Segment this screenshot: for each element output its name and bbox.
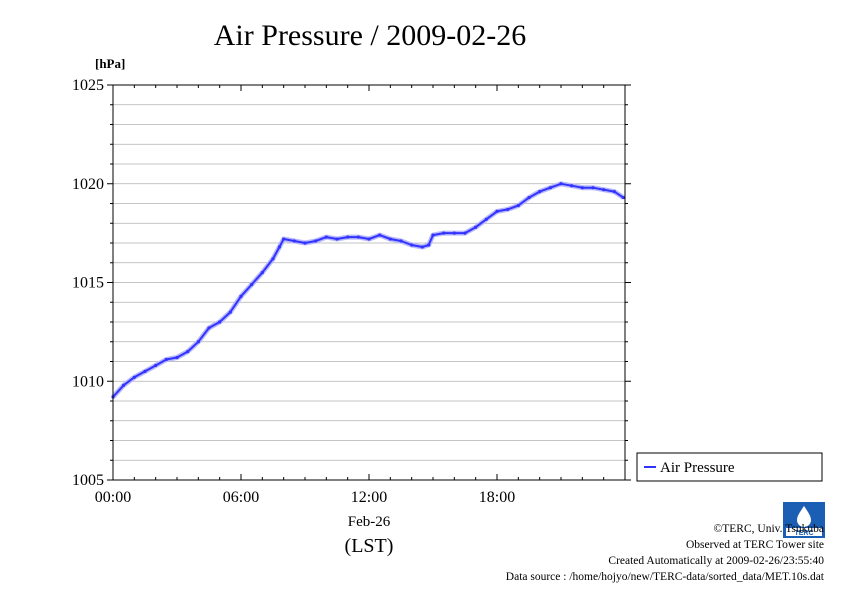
series-layer xyxy=(111,181,625,399)
y-tick-label: 1015 xyxy=(72,275,104,292)
footer-observed: Observed at TERC Tower site xyxy=(685,539,824,551)
data-point xyxy=(612,190,616,194)
x-axis-ticks: 00:00 06:00 12:00 18:00 xyxy=(95,85,626,506)
data-point xyxy=(506,207,510,212)
data-point xyxy=(474,225,478,229)
data-point xyxy=(303,241,307,245)
x-tick-label: 12:00 xyxy=(351,489,387,506)
data-point xyxy=(442,231,446,235)
data-point xyxy=(218,320,222,324)
data-point xyxy=(292,239,296,243)
data-point xyxy=(356,235,360,239)
data-point xyxy=(324,235,328,239)
footer-created: Created Automatically at 2009-02-26/23:5… xyxy=(608,555,824,567)
data-point xyxy=(420,245,424,249)
data-point xyxy=(431,233,435,237)
data-point xyxy=(314,239,318,243)
data-point xyxy=(548,186,552,190)
data-point xyxy=(196,340,200,344)
footer-copyright: ©TERC, Univ. Tsukuba xyxy=(713,523,824,535)
data-point xyxy=(527,195,531,200)
data-point xyxy=(154,363,158,368)
data-point xyxy=(538,190,542,194)
data-point xyxy=(228,310,232,314)
data-point xyxy=(250,282,254,287)
plot-frame xyxy=(112,84,626,481)
legend-box xyxy=(636,452,823,482)
grid-lines xyxy=(113,104,625,461)
data-point xyxy=(452,231,456,235)
chart-title: Air Pressure / 2009-02-26 xyxy=(214,19,526,52)
x-tick-label: 00:00 xyxy=(95,489,131,506)
data-point xyxy=(388,237,392,241)
data-point xyxy=(367,237,371,241)
data-point xyxy=(427,243,431,247)
data-point xyxy=(378,233,382,237)
x-tick-label: 06:00 xyxy=(223,489,259,506)
data-point xyxy=(186,350,190,354)
data-point xyxy=(175,355,179,360)
legend-entry-air-pressure: Air Pressure xyxy=(660,460,735,476)
data-point xyxy=(271,257,275,261)
data-point xyxy=(143,369,147,373)
data-point xyxy=(484,217,488,221)
data-point xyxy=(559,182,563,186)
x-axis-date-label: Feb-26 xyxy=(348,514,391,530)
y-axis-ticks: 1005 1010 1015 1020 1025 xyxy=(72,77,631,489)
data-point xyxy=(282,237,286,241)
data-point xyxy=(495,209,499,213)
data-point xyxy=(570,184,574,188)
footer-source: Data source : /home/hojyo/new/TERC-data/… xyxy=(505,571,824,583)
x-tick-label: 18:00 xyxy=(479,489,515,506)
y-tick-label: 1005 xyxy=(72,472,104,489)
data-point xyxy=(410,243,414,247)
data-point xyxy=(207,326,211,330)
data-point xyxy=(239,294,243,298)
y-tick-label: 1025 xyxy=(72,77,104,94)
footer: ©TERC, Univ. Tsukuba Observed at TERC To… xyxy=(506,521,824,585)
data-point xyxy=(277,245,281,249)
x-axis-label: (LST) xyxy=(345,535,394,557)
data-point xyxy=(516,203,520,208)
data-point xyxy=(602,188,606,192)
series-halo xyxy=(111,181,625,399)
data-point xyxy=(335,237,339,241)
terc-logo: TERC xyxy=(783,502,825,538)
data-point xyxy=(260,271,264,275)
legend: Air Pressure xyxy=(636,452,823,482)
y-tick-label: 1010 xyxy=(72,373,104,390)
data-point xyxy=(132,375,136,379)
data-point xyxy=(399,239,403,243)
data-point xyxy=(122,383,126,387)
data-point xyxy=(621,195,625,200)
data-point xyxy=(463,231,467,235)
series-line-air-pressure xyxy=(112,182,624,398)
data-point xyxy=(591,186,595,190)
y-tick-label: 1020 xyxy=(72,176,104,193)
y-axis-unit: [hPa] xyxy=(95,56,125,71)
logo-text: TERC xyxy=(794,530,813,537)
data-point xyxy=(164,357,168,362)
data-point xyxy=(580,186,584,190)
data-point xyxy=(346,235,350,239)
